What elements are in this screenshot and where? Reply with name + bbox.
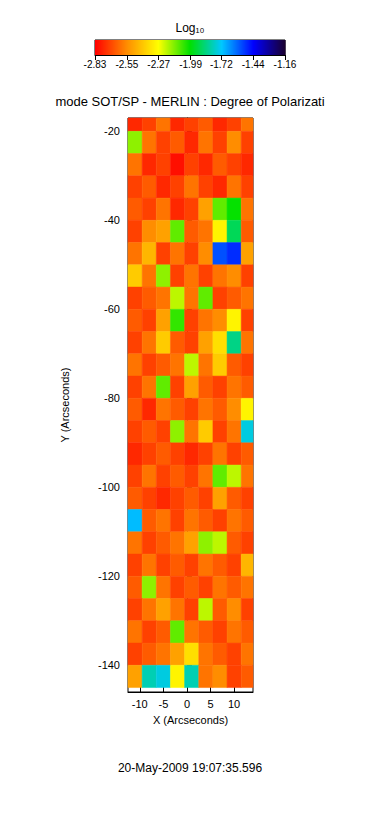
svg-text:-1.16: -1.16 <box>274 59 297 70</box>
svg-text:-2.27: -2.27 <box>147 59 170 70</box>
svg-text:-20: -20 <box>104 125 120 137</box>
svg-text:0: 0 <box>184 698 190 710</box>
svg-text:Log₁₀: Log₁₀ <box>175 21 204 35</box>
svg-text:-80: -80 <box>104 392 120 404</box>
svg-text:-1.44: -1.44 <box>242 59 265 70</box>
svg-text:-1.99: -1.99 <box>179 59 202 70</box>
svg-text:-120: -120 <box>98 570 120 582</box>
svg-text:-60: -60 <box>104 303 120 315</box>
svg-text:20-May-2009 19:07:35.596: 20-May-2009 19:07:35.596 <box>118 761 262 775</box>
svg-text:mode SOT/SP - MERLIN : Degree: mode SOT/SP - MERLIN : Degree of Polariz… <box>55 94 324 109</box>
svg-text:10: 10 <box>228 698 240 710</box>
svg-text:X (Arcseconds): X (Arcseconds) <box>153 714 228 726</box>
svg-text:-2.83: -2.83 <box>84 59 107 70</box>
svg-text:-1.72: -1.72 <box>210 59 233 70</box>
svg-text:5: 5 <box>207 698 213 710</box>
svg-text:Y (Arcseconds): Y (Arcseconds) <box>59 368 71 443</box>
svg-text:-5: -5 <box>158 698 168 710</box>
svg-text:-40: -40 <box>104 214 120 226</box>
svg-text:-140: -140 <box>98 659 120 671</box>
svg-text:-10: -10 <box>132 698 148 710</box>
svg-text:-100: -100 <box>98 481 120 493</box>
svg-text:-2.55: -2.55 <box>115 59 138 70</box>
